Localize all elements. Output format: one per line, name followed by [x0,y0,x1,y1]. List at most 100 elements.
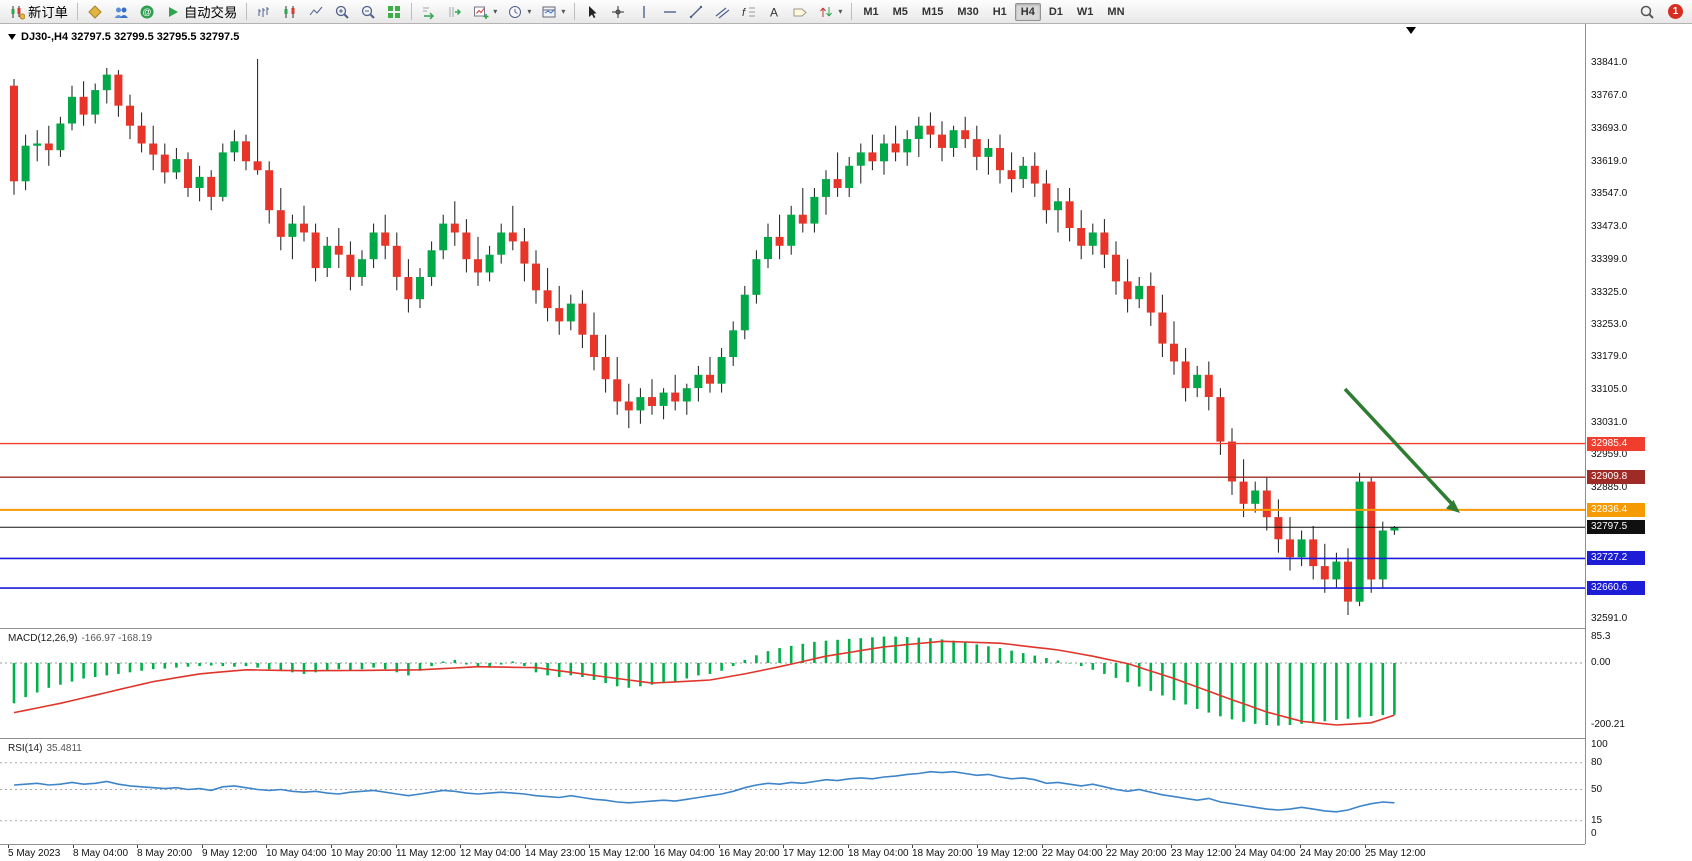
price-label: 33693.0 [1591,123,1628,134]
chart-window: DJ30-,H4 32797.5 32799.5 32795.5 32797.5… [0,24,1692,861]
time-label: 15 May 12:00 [589,848,650,859]
rsi-panel[interactable]: RSI(14) 35.4811 [0,739,1585,844]
toolbar-separator [574,3,576,20]
trendline-button[interactable] [683,2,709,22]
time-axis[interactable]: 5 May 2023 8 May 04:00 8 May 20:00 9 May 12… [0,844,1585,861]
vertical-line-button[interactable] [631,2,657,22]
search-button[interactable] [1634,2,1660,22]
time-label: 16 May 20:00 [719,848,780,859]
crosshair-button[interactable] [605,2,631,22]
timeframe-button-d1[interactable]: D1 [1048,5,1063,18]
toolbar-separator [76,3,78,20]
time-label: 24 May 04:00 [1235,848,1296,859]
text-label-button[interactable] [787,2,813,22]
periods-button[interactable]: ▾ [502,2,536,22]
main-chart[interactable]: DJ30-,H4 32797.5 32799.5 32795.5 32797.5 [0,24,1585,628]
zoom-in-button[interactable] [329,2,355,22]
price-label: 33179.0 [1591,351,1628,362]
price-label: 33253.0 [1591,319,1628,330]
community-button[interactable]: @ [134,2,160,22]
crosshair-icon [610,4,626,20]
timeframe-button-m15[interactable]: M15 [921,5,944,18]
macd-panel[interactable]: MACD(12,26,9) -166.97 -168.19 [0,629,1585,738]
new-order-button[interactable]: 新订单 [4,2,73,22]
indicators-button[interactable]: ▾ [468,2,502,22]
time-tick [8,845,9,848]
fibonacci-button[interactable]: f [735,2,761,22]
chart-shift-button[interactable] [442,2,468,22]
rsi-scale-label: 15 [1591,815,1603,826]
candlestick-chart[interactable] [0,24,1585,628]
svg-text:@: @ [142,7,151,17]
time-tick [1042,845,1043,848]
price-label: 32885.0 [1591,482,1628,493]
new-order-label: 新订单 [28,5,68,20]
horizontal-line-button[interactable] [657,2,683,22]
text-button[interactable]: A [761,2,787,22]
timeframe-button-m30[interactable]: M30 [957,5,979,18]
price-label: 33473.0 [1591,221,1628,232]
line-chart-icon [308,4,324,20]
candlestick-chart-button[interactable] [277,2,303,22]
auto-trading-label: 自动交易 [183,5,238,20]
timeframe-button-w1[interactable]: W1 [1076,5,1094,18]
templates-icon [541,4,557,20]
hline-price-badge: 32660.6 [1587,581,1645,595]
time-label: 22 May 04:00 [1042,848,1103,859]
timeframe-button-h1[interactable]: H1 [992,5,1007,18]
tile-windows-button[interactable] [381,2,407,22]
chart-expand-icon[interactable] [8,34,16,40]
notification-badge[interactable]: 1 [1668,4,1683,19]
text-icon: A [766,4,782,20]
cursor-button[interactable] [579,2,605,22]
price-label: 32959.0 [1591,449,1628,460]
time-tick [1171,845,1172,848]
macd-scale-label: 85.3 [1591,631,1611,642]
indicators-icon [473,4,489,20]
time-tick [977,845,978,848]
timeframe-button-m1[interactable]: M1 [863,5,879,18]
auto-scroll-button[interactable] [416,2,442,22]
templates-button[interactable]: ▾ [536,2,570,22]
timeframe-button-m5[interactable]: M5 [892,5,908,18]
bar-chart-button[interactable] [251,2,277,22]
macd-chart[interactable] [0,629,1585,738]
dropdown-caret: ▾ [561,7,566,16]
line-chart-button[interactable] [303,2,329,22]
search-icon [1639,4,1655,20]
time-label: 10 May 04:00 [266,848,327,859]
timeframe-group: M1 M5 M15 M30 H1 H4 D1 W1 MN [856,2,1131,21]
price-scale[interactable]: 33841.0 33767.0 33693.0 33619.0 33547.0 33473… [1585,24,1692,844]
price-label: 33619.0 [1591,156,1628,167]
zoom-out-button[interactable] [355,2,381,22]
equidistant-channel-icon [714,4,730,20]
timeframe-button-h4[interactable]: H4 [1014,2,1041,21]
panel-splitter[interactable] [0,628,1692,629]
gold-button[interactable] [82,2,108,22]
time-tick [137,845,138,848]
candlestick-chart-icon [282,4,298,20]
chart-shift-marker[interactable] [1406,27,1416,34]
arrows-button[interactable]: ▾ [813,2,847,22]
auto-trading-icon [165,4,181,20]
accounts-button[interactable] [108,2,134,22]
timeframe-button-mn[interactable]: MN [1107,5,1125,18]
price-label: 33767.0 [1591,90,1628,101]
rsi-scale-label: 80 [1591,757,1603,768]
panel-splitter[interactable] [0,738,1692,739]
periods-clock-icon [507,4,523,20]
time-tick [589,845,590,848]
time-tick [73,845,74,848]
time-label: 16 May 04:00 [654,848,715,859]
auto-trading-button[interactable]: 自动交易 [160,2,242,22]
chart-shift-icon [447,4,463,20]
toolbar-separator [246,3,248,20]
hline-price-badge: 32727.2 [1587,551,1645,565]
chart-title: DJ30-,H4 32797.5 32799.5 32795.5 32797.5 [8,31,239,43]
time-tick [719,845,720,848]
rsi-chart[interactable] [0,739,1585,844]
toolbar: 新订单 @ 自动交易 ▾ ▾ ▾ f A ▾ M1 M5 M15 M30 H1 H4 D1 W… [0,0,1692,24]
vertical-line-icon [636,4,652,20]
equidistant-channel-button[interactable] [709,2,735,22]
svg-text:f: f [742,7,746,19]
